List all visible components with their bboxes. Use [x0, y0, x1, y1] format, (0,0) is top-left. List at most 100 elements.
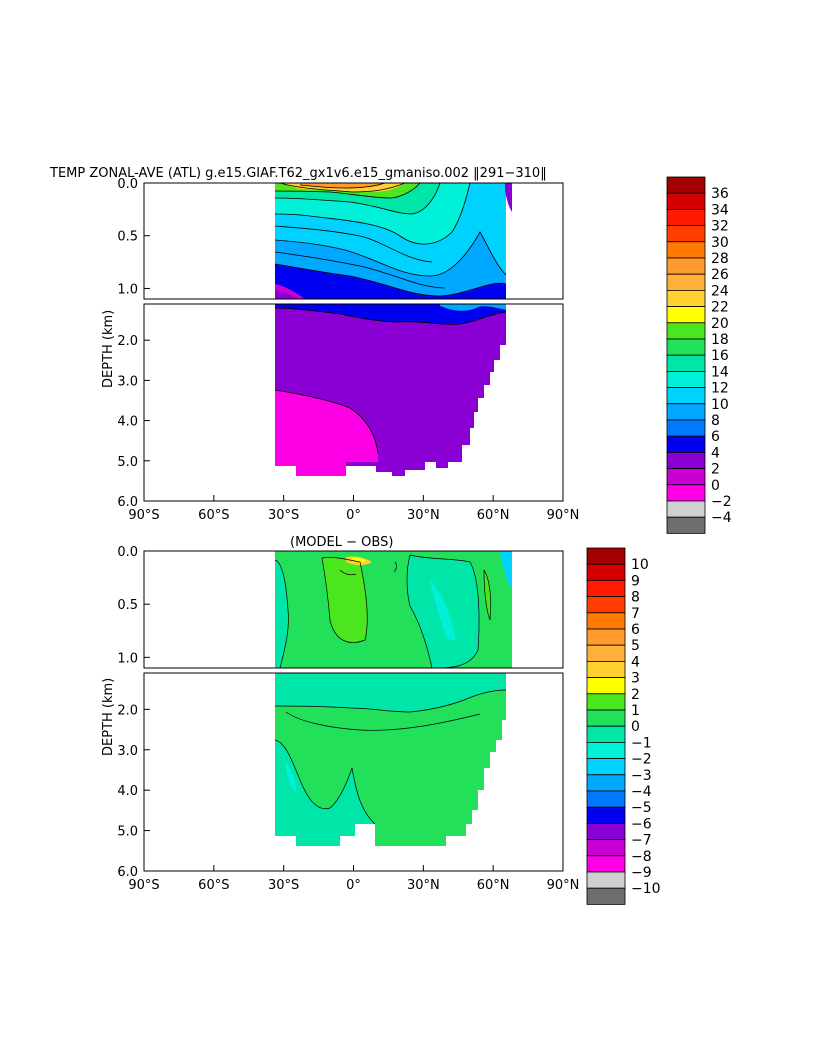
- colorbar-label: 4: [711, 445, 720, 461]
- x-tick-label: 90°N: [547, 878, 580, 893]
- colorbar-swatch: [666, 306, 706, 324]
- colorbar-label: 4: [631, 654, 640, 670]
- y-tick-label: 1.0: [117, 282, 138, 297]
- colorbar-label: 28: [711, 251, 729, 267]
- x-tick-label: 90°S: [128, 508, 159, 523]
- colorbar-label: 22: [711, 300, 729, 316]
- panel-temperature-title: TEMP ZONAL-AVE (ATL) g.e15.GIAF.T62_gx1v…: [49, 166, 547, 181]
- colorbar-label: −9: [631, 865, 652, 881]
- y-tick-label: 4.0: [117, 415, 138, 430]
- colorbar-swatch: [586, 774, 626, 792]
- colorbar-label: 32: [711, 219, 729, 235]
- panel-temperature: TEMP ZONAL-AVE (ATL) g.e15.GIAF.T62_gx1v…: [49, 166, 732, 534]
- colorbar-swatch: [586, 806, 626, 824]
- y-tick-label: 5.0: [117, 825, 138, 840]
- colorbar-swatch: [666, 484, 706, 502]
- colorbar-label: −4: [711, 510, 732, 526]
- colorbar-label: −3: [631, 768, 652, 784]
- colorbar-label: 0: [631, 719, 640, 735]
- colorbar-swatch: [586, 677, 626, 695]
- panel-difference: (MODEL − OBS): [101, 535, 661, 905]
- y-tick-label: 0.5: [117, 230, 138, 245]
- colorbar-swatch: [666, 435, 706, 453]
- colorbar-label: −7: [631, 833, 652, 849]
- colorbar-swatch: [666, 387, 706, 405]
- colorbar-label: −10: [631, 881, 661, 897]
- colorbar-swatch: [586, 725, 626, 743]
- y-tick-label: 0.0: [117, 545, 138, 560]
- colorbar-label: 10: [711, 397, 729, 413]
- colorbar-label: 16: [711, 348, 729, 364]
- colorbar-swatch: [666, 370, 706, 388]
- colorbar-swatch: [586, 644, 626, 662]
- colorbar-swatch: [666, 289, 706, 307]
- colorbar-swatch: [586, 742, 626, 760]
- colorbar-swatch: [666, 451, 706, 469]
- colorbar-label: 10: [631, 557, 649, 573]
- colorbar-swatch: [666, 516, 706, 534]
- colorbar-label: −2: [711, 494, 732, 510]
- colorbar-label: 18: [711, 332, 729, 348]
- colorbar-swatch: [586, 758, 626, 776]
- colorbar-label: 2: [631, 687, 640, 703]
- colorbar-label: 26: [711, 267, 729, 283]
- colorbar-swatch: [586, 563, 626, 581]
- colorbar-swatch: [586, 790, 626, 808]
- x-tick-label: 30°S: [268, 878, 299, 893]
- colorbar-label: 20: [711, 316, 729, 332]
- colorbar-label: −1: [631, 735, 652, 751]
- colorbar-label: 9: [631, 573, 640, 589]
- temperature-upper-field: [274, 183, 512, 299]
- y-tick-label: 3.0: [117, 744, 138, 759]
- colorbar-label: 6: [631, 622, 640, 638]
- x-tick-label: 0°: [346, 878, 361, 893]
- colorbar-label: 0: [711, 478, 720, 494]
- colorbar-label: 34: [711, 202, 729, 218]
- colorbar-label: 1: [631, 703, 640, 719]
- x-tick-label: 60°N: [477, 878, 510, 893]
- y-tick-label: 0.5: [117, 598, 138, 613]
- colorbar-swatch: [666, 338, 706, 356]
- difference-lower-field: [274, 673, 507, 846]
- y-tick-label: 2.0: [117, 334, 138, 349]
- colorbar-label: 14: [711, 364, 729, 380]
- colorbar-swatch: [666, 403, 706, 421]
- x-tick-label: 90°S: [128, 878, 159, 893]
- x-tick-label: 30°S: [268, 508, 299, 523]
- x-tick-label: 90°N: [547, 508, 580, 523]
- colorbar-label: 36: [711, 186, 729, 202]
- y-tick-label: 0.0: [117, 177, 138, 192]
- colorbar-label: −8: [631, 849, 652, 865]
- difference-axes: 90°S 60°S 30°S 0° 30°N 60°N 90°N 0.0 0.5 1.0 2.0 3.…: [117, 545, 579, 893]
- temperature-lower-field: [274, 304, 507, 476]
- panel-difference-title: (MODEL − OBS): [290, 535, 393, 550]
- x-tick-label: 30°N: [407, 878, 440, 893]
- difference-upper-field: [274, 551, 512, 668]
- colorbar-label: −6: [631, 816, 652, 832]
- y-tick-label: 4.0: [117, 784, 138, 799]
- colorbar-label: 24: [711, 283, 729, 299]
- colorbar-label: −2: [631, 752, 652, 768]
- colorbar-swatch: [666, 257, 706, 275]
- y-tick-label: 6.0: [117, 495, 138, 510]
- colorbar-swatch: [586, 628, 626, 646]
- colorbar-swatch: [586, 612, 626, 630]
- colorbar-swatch: [586, 887, 626, 905]
- colorbar-swatch: [586, 596, 626, 614]
- colorbar-swatch: [666, 208, 706, 226]
- temperature-ylabel: DEPTH (km): [101, 310, 116, 388]
- x-tick-label: 60°S: [198, 878, 229, 893]
- x-tick-label: 30°N: [407, 508, 440, 523]
- colorbar-swatch: [586, 580, 626, 598]
- colorbar-swatch: [666, 419, 706, 437]
- colorbar-label: 6: [711, 429, 720, 445]
- colorbar-swatch: [666, 241, 706, 259]
- colorbar-label: 3: [631, 671, 640, 687]
- colorbar-swatch: [586, 547, 626, 565]
- y-tick-label: 2.0: [117, 703, 138, 718]
- colorbar-swatch: [666, 468, 706, 486]
- colorbar-swatch: [666, 225, 706, 243]
- colorbar-label: 5: [631, 638, 640, 654]
- colorbar-label: −5: [631, 800, 652, 816]
